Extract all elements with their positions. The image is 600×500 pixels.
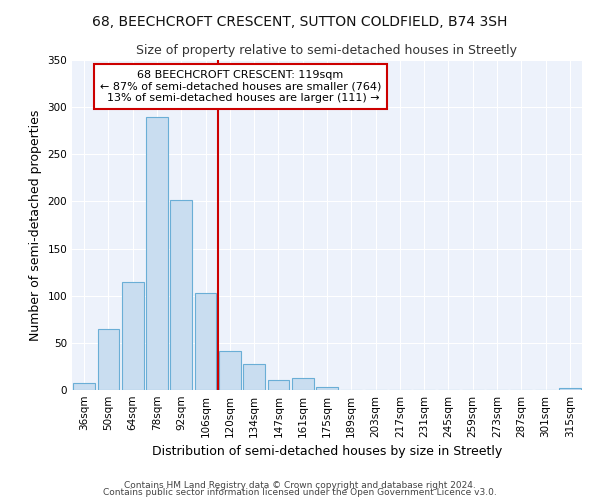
Bar: [292, 378, 314, 390]
Bar: [268, 380, 289, 390]
Bar: [243, 364, 265, 390]
Bar: [170, 200, 192, 390]
Bar: [97, 328, 119, 390]
Title: Size of property relative to semi-detached houses in Streetly: Size of property relative to semi-detach…: [137, 44, 517, 58]
Text: Contains public sector information licensed under the Open Government Licence v3: Contains public sector information licen…: [103, 488, 497, 497]
Bar: [122, 282, 143, 390]
Bar: [73, 384, 95, 390]
Text: 68 BEECHCROFT CRESCENT: 119sqm  
← 87% of semi-detached houses are smaller (764): 68 BEECHCROFT CRESCENT: 119sqm ← 87% of …: [100, 70, 381, 103]
Text: 68, BEECHCROFT CRESCENT, SUTTON COLDFIELD, B74 3SH: 68, BEECHCROFT CRESCENT, SUTTON COLDFIEL…: [92, 15, 508, 29]
Y-axis label: Number of semi-detached properties: Number of semi-detached properties: [29, 110, 42, 340]
Bar: [194, 293, 217, 390]
Bar: [316, 387, 338, 390]
Bar: [559, 388, 581, 390]
Bar: [146, 116, 168, 390]
Text: Contains HM Land Registry data © Crown copyright and database right 2024.: Contains HM Land Registry data © Crown c…: [124, 480, 476, 490]
X-axis label: Distribution of semi-detached houses by size in Streetly: Distribution of semi-detached houses by …: [152, 446, 502, 458]
Bar: [219, 352, 241, 390]
